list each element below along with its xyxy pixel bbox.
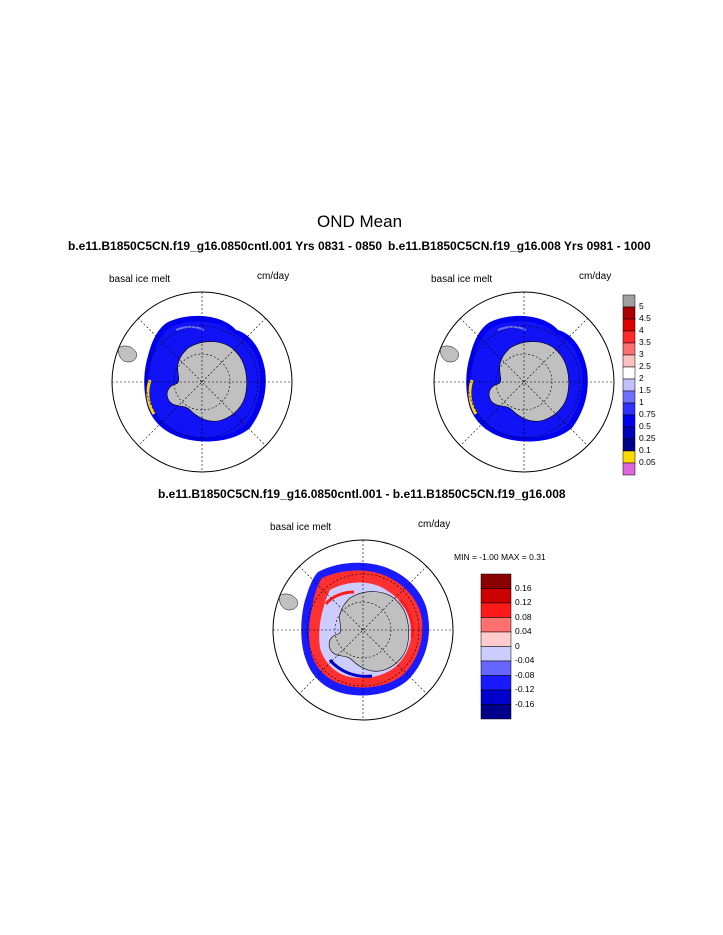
colorbar-top xyxy=(622,294,636,476)
colorbar-label: 4.5 xyxy=(639,313,651,323)
antarctica-2 xyxy=(488,341,569,422)
colorbar-swatch xyxy=(622,402,636,416)
colorbar-label: 0.1 xyxy=(639,445,651,455)
colorbar-swatch xyxy=(622,342,636,356)
panel-3-title: b.e11.B1850C5CN.f19_g16.0850cntl.001 - b… xyxy=(158,487,566,501)
colorbar-swatch xyxy=(622,378,636,392)
colorbar-label: 1.5 xyxy=(639,385,651,395)
colorbar-swatch xyxy=(622,306,636,320)
colorbar-label: 0.75 xyxy=(639,409,656,419)
colorbar-label: 2.5 xyxy=(639,361,651,371)
colorbar-swatch xyxy=(480,646,512,662)
colorbar-label: 0 xyxy=(515,640,520,651)
colorbar-diff xyxy=(480,573,512,720)
colorbar-label: 2 xyxy=(639,373,644,383)
panel-1-variable: basal ice melt xyxy=(109,274,171,285)
map-panel-2 xyxy=(433,291,615,473)
colorbar-label: 0.12 xyxy=(515,597,532,607)
colorbar-label: 0.05 xyxy=(639,457,656,467)
colorbar-label: 0.25 xyxy=(639,433,656,443)
colorbar-swatch xyxy=(480,704,512,720)
colorbar-swatch xyxy=(622,450,636,464)
colorbar-swatch xyxy=(622,294,636,308)
antarctica-3 xyxy=(328,591,409,672)
colorbar-swatch xyxy=(622,390,636,404)
colorbar-swatch xyxy=(480,660,512,676)
colorbar-label: 3.5 xyxy=(639,337,651,347)
colorbar-swatch xyxy=(622,462,636,476)
panel-3-units: cm/day xyxy=(418,519,451,530)
colorbar-swatch xyxy=(622,354,636,368)
antarctica-1 xyxy=(166,341,247,422)
colorbar-swatch xyxy=(622,426,636,440)
colorbar-swatch xyxy=(480,602,512,618)
panel-3-variable: basal ice melt xyxy=(270,522,332,533)
colorbar-swatch xyxy=(480,588,512,604)
colorbar-label: -0.04 xyxy=(515,655,535,665)
colorbar-label: -0.12 xyxy=(515,684,535,694)
colorbar-swatch xyxy=(480,631,512,647)
colorbar-label: 0.08 xyxy=(515,611,532,622)
colorbar-label: 0.04 xyxy=(515,626,532,636)
colorbar-label: -0.08 xyxy=(515,669,535,680)
colorbar-swatch xyxy=(622,438,636,452)
colorbar-label: 0.5 xyxy=(639,421,651,431)
colorbar-swatch xyxy=(622,318,636,332)
colorbar-swatch xyxy=(480,573,512,589)
colorbar-label: -0.16 xyxy=(515,698,535,709)
colorbar-swatch xyxy=(480,689,512,705)
colorbar-label: 1 xyxy=(639,397,644,407)
panel-2-units: cm/day xyxy=(579,271,612,282)
panel-1-title: b.e11.B1850C5CN.f19_g16.0850cntl.001 Yrs… xyxy=(68,239,382,253)
panel-1-units: cm/day xyxy=(257,271,290,282)
map-panel-3 xyxy=(272,539,454,721)
colorbar-label: 5 xyxy=(639,301,644,311)
colorbar-swatch xyxy=(622,414,636,428)
colorbar-label: 4 xyxy=(639,325,644,335)
panel-3-minmax: MIN = -1.00 MAX = 0.31 xyxy=(454,552,546,562)
panel-2-title: b.e11.B1850C5CN.f19_g16.008 Yrs 0981 - 1… xyxy=(388,239,651,253)
figure-title: OND Mean xyxy=(317,212,403,231)
colorbar-swatch xyxy=(480,617,512,633)
map-panel-1 xyxy=(111,291,293,473)
colorbar-swatch xyxy=(622,330,636,344)
panel-2-variable: basal ice melt xyxy=(431,274,493,285)
colorbar-label: 3 xyxy=(639,349,644,359)
colorbar-swatch xyxy=(622,366,636,380)
colorbar-swatch xyxy=(480,675,512,691)
colorbar-label: 0.16 xyxy=(515,582,532,593)
